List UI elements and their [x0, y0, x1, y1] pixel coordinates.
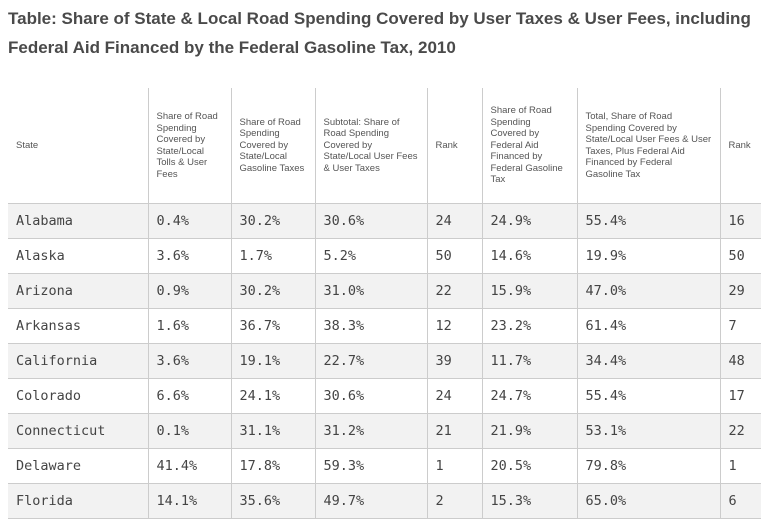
column-header: Subtotal: Share of Road Spending Covered… [314, 88, 427, 204]
table-row: Alaska 3.6% 1.7% 5.2% 50 14.6% 19.9% 50 [8, 238, 761, 274]
value-cell: 14.1% [147, 483, 231, 519]
value-cell: 38.3% [314, 308, 427, 344]
column-header: Share of Road Spending Covered by State/… [147, 88, 231, 204]
value-cell: 16 [719, 203, 761, 239]
value-cell: 22 [719, 413, 761, 449]
state-cell: Colorado [8, 378, 148, 414]
value-cell: 1 [426, 448, 482, 484]
value-cell: 79.8% [576, 448, 720, 484]
value-cell: 36.7% [230, 308, 315, 344]
value-cell: 30.6% [314, 203, 427, 239]
value-cell: 30.2% [230, 273, 315, 309]
value-cell: 6.6% [147, 378, 231, 414]
value-cell: 14.6% [481, 238, 577, 274]
value-cell: 19.9% [576, 238, 720, 274]
value-cell: 2 [426, 483, 482, 519]
header-row: State Share of Road Spending Covered by S… [8, 88, 761, 204]
table-row: California 3.6% 19.1% 22.7% 39 11.7% 34.4% 48 [8, 343, 761, 379]
value-cell: 1.7% [230, 238, 315, 274]
column-header: Total, Share of Road Spending Covered by… [576, 88, 720, 204]
value-cell: 1.6% [147, 308, 231, 344]
value-cell: 1 [719, 448, 761, 484]
value-cell: 24 [426, 378, 482, 414]
state-cell: Delaware [8, 448, 148, 484]
value-cell: 55.4% [576, 378, 720, 414]
state-cell: Florida [8, 483, 148, 519]
value-cell: 55.4% [576, 203, 720, 239]
value-cell: 23.2% [481, 308, 577, 344]
state-cell: Alabama [8, 203, 148, 239]
value-cell: 24.1% [230, 378, 315, 414]
value-cell: 24.9% [481, 203, 577, 239]
value-cell: 7 [719, 308, 761, 344]
value-cell: 30.2% [230, 203, 315, 239]
value-cell: 49.7% [314, 483, 427, 519]
value-cell: 61.4% [576, 308, 720, 344]
value-cell: 19.1% [230, 343, 315, 379]
value-cell: 15.9% [481, 273, 577, 309]
value-cell: 24 [426, 203, 482, 239]
table-row: Arkansas 1.6% 36.7% 38.3% 12 23.2% 61.4% 7 [8, 308, 761, 344]
value-cell: 35.6% [230, 483, 315, 519]
value-cell: 31.2% [314, 413, 427, 449]
value-cell: 31.0% [314, 273, 427, 309]
value-cell: 31.1% [230, 413, 315, 449]
value-cell: 65.0% [576, 483, 720, 519]
value-cell: 24.7% [481, 378, 577, 414]
column-header: Share of Road Spending Covered by Federa… [481, 88, 577, 204]
value-cell: 0.9% [147, 273, 231, 309]
value-cell: 22.7% [314, 343, 427, 379]
value-cell: 21.9% [481, 413, 577, 449]
value-cell: 29 [719, 273, 761, 309]
column-header: Rank [426, 88, 482, 204]
state-cell: California [8, 343, 148, 379]
value-cell: 3.6% [147, 343, 231, 379]
value-cell: 15.3% [481, 483, 577, 519]
value-cell: 17.8% [230, 448, 315, 484]
value-cell: 50 [426, 238, 482, 274]
column-header: State [8, 88, 148, 204]
value-cell: 53.1% [576, 413, 720, 449]
value-cell: 50 [719, 238, 761, 274]
table-row: Arizona 0.9% 30.2% 31.0% 22 15.9% 47.0% 29 [8, 273, 761, 309]
value-cell: 3.6% [147, 238, 231, 274]
state-cell: Arkansas [8, 308, 148, 344]
value-cell: 41.4% [147, 448, 231, 484]
table-row: Florida 14.1% 35.6% 49.7% 2 15.3% 65.0% 6 [8, 483, 761, 519]
table-title: Table: Share of State & Local Road Spend… [8, 9, 751, 57]
state-cell: Alaska [8, 238, 148, 274]
data-table: State Share of Road Spending Covered by S… [8, 88, 761, 519]
state-cell: Connecticut [8, 413, 148, 449]
table-row: Delaware 41.4% 17.8% 59.3% 1 20.5% 79.8% 1 [8, 448, 761, 484]
value-cell: 0.1% [147, 413, 231, 449]
value-cell: 30.6% [314, 378, 427, 414]
state-cell: Arizona [8, 273, 148, 309]
table-row: Connecticut 0.1% 31.1% 31.2% 21 21.9% 53.1% 22 [8, 413, 761, 449]
table-row: Colorado 6.6% 24.1% 30.6% 24 24.7% 55.4% 17 [8, 378, 761, 414]
value-cell: 11.7% [481, 343, 577, 379]
column-header: Rank [719, 88, 761, 204]
value-cell: 6 [719, 483, 761, 519]
value-cell: 17 [719, 378, 761, 414]
value-cell: 21 [426, 413, 482, 449]
value-cell: 48 [719, 343, 761, 379]
value-cell: 5.2% [314, 238, 427, 274]
value-cell: 0.4% [147, 203, 231, 239]
column-header: Share of Road Spending Covered by State/… [230, 88, 315, 204]
value-cell: 59.3% [314, 448, 427, 484]
value-cell: 12 [426, 308, 482, 344]
value-cell: 34.4% [576, 343, 720, 379]
value-cell: 22 [426, 273, 482, 309]
value-cell: 39 [426, 343, 482, 379]
value-cell: 47.0% [576, 273, 720, 309]
table-row: Alabama 0.4% 30.2% 30.6% 24 24.9% 55.4% 16 [8, 203, 761, 239]
value-cell: 20.5% [481, 448, 577, 484]
